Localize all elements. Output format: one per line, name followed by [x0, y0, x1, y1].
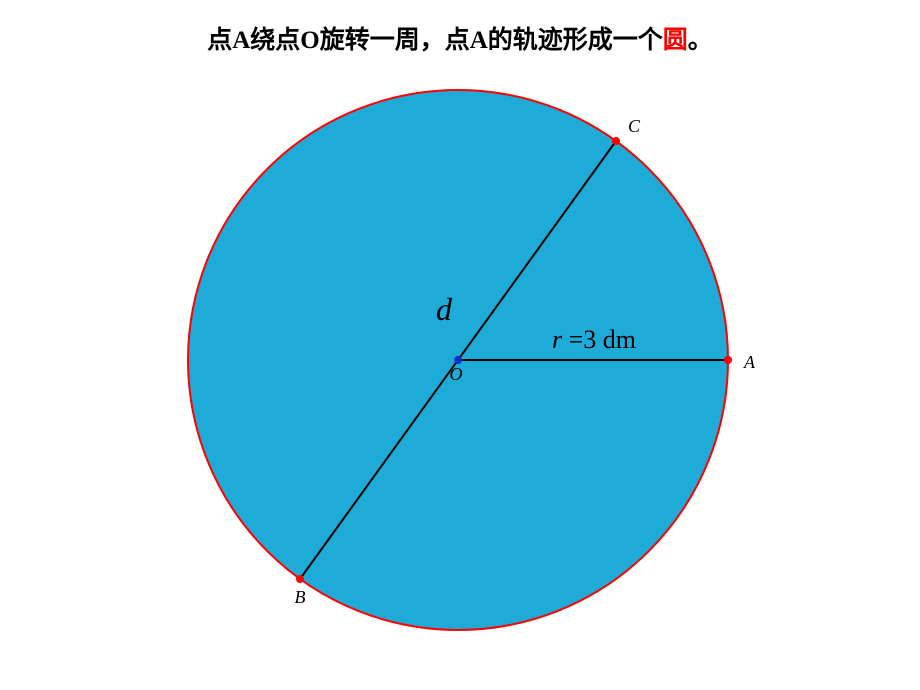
label-B: B	[295, 587, 306, 607]
point-B	[296, 575, 304, 583]
point-A	[724, 356, 732, 364]
label-O: O	[450, 364, 463, 384]
label-r: r =3 dm	[552, 325, 636, 354]
label-C: C	[628, 116, 641, 136]
point-C	[612, 137, 620, 145]
label-d: d	[436, 291, 453, 327]
label-A: A	[743, 352, 756, 372]
diagram-svg: O A B Cd r =3 dm	[0, 0, 920, 690]
point-O	[454, 356, 462, 364]
